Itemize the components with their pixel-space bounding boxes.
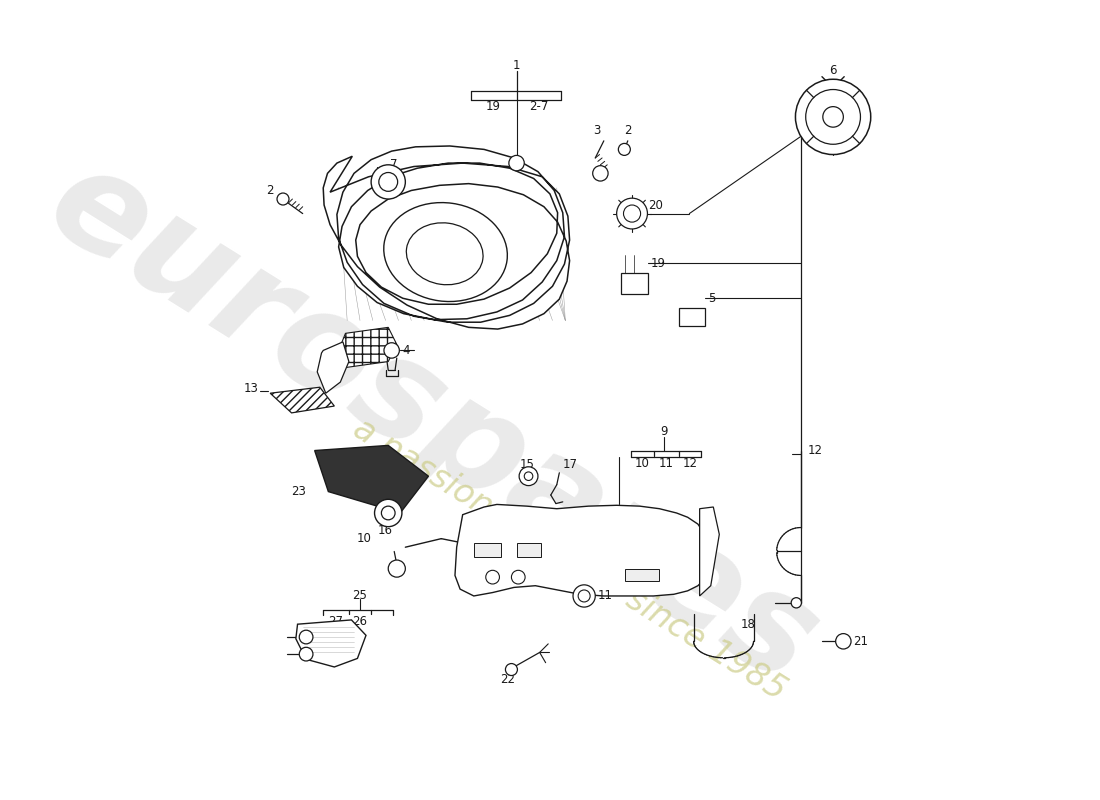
Polygon shape <box>323 146 570 329</box>
Circle shape <box>509 155 525 170</box>
Circle shape <box>618 143 630 155</box>
Circle shape <box>277 193 289 205</box>
Text: eurospares: eurospares <box>24 134 840 713</box>
Circle shape <box>823 106 844 127</box>
Text: 11: 11 <box>659 457 674 470</box>
Bar <box>620 274 648 294</box>
Text: 11: 11 <box>597 590 613 602</box>
Polygon shape <box>296 620 366 667</box>
Text: 18: 18 <box>740 618 756 630</box>
Text: 22: 22 <box>500 674 516 686</box>
Circle shape <box>836 634 851 649</box>
Circle shape <box>624 205 640 222</box>
Circle shape <box>299 647 314 661</box>
Bar <box>517 543 540 557</box>
Text: 12: 12 <box>683 457 697 470</box>
Text: 10: 10 <box>356 532 371 545</box>
Circle shape <box>805 90 860 144</box>
Circle shape <box>374 499 401 526</box>
Polygon shape <box>317 342 349 394</box>
Circle shape <box>486 570 499 584</box>
Text: 12: 12 <box>807 444 823 457</box>
Text: 9: 9 <box>660 426 668 438</box>
Circle shape <box>505 663 517 675</box>
Text: 3: 3 <box>593 124 601 137</box>
Text: 15: 15 <box>519 458 535 470</box>
Text: 2-7: 2-7 <box>529 100 549 113</box>
Circle shape <box>795 79 871 154</box>
Text: 10: 10 <box>635 457 650 470</box>
Text: a passion for parts since 1985: a passion for parts since 1985 <box>348 413 792 708</box>
Text: 17: 17 <box>563 458 578 470</box>
Circle shape <box>299 630 314 644</box>
Circle shape <box>384 342 399 358</box>
Text: 13: 13 <box>243 382 258 395</box>
Circle shape <box>388 560 405 577</box>
Bar <box>625 569 659 581</box>
Text: 2: 2 <box>266 184 274 197</box>
Circle shape <box>791 598 802 608</box>
Text: 23: 23 <box>292 485 306 498</box>
Circle shape <box>617 198 648 229</box>
Circle shape <box>371 165 405 199</box>
Text: 16: 16 <box>378 523 393 537</box>
Circle shape <box>382 506 395 520</box>
Text: 7: 7 <box>390 158 398 171</box>
Polygon shape <box>700 507 719 596</box>
Circle shape <box>378 173 397 191</box>
Text: 1: 1 <box>513 59 520 72</box>
Bar <box>679 308 705 326</box>
Text: 4: 4 <box>403 344 410 357</box>
Polygon shape <box>315 446 428 513</box>
Bar <box>474 543 502 557</box>
Text: 26: 26 <box>352 615 367 628</box>
Text: 19: 19 <box>651 257 666 270</box>
Circle shape <box>579 590 590 602</box>
Polygon shape <box>271 387 334 413</box>
Text: 27: 27 <box>329 615 343 628</box>
Text: 19: 19 <box>486 100 500 113</box>
Circle shape <box>519 466 538 486</box>
Text: 20: 20 <box>648 198 663 211</box>
Text: 25: 25 <box>353 590 367 602</box>
Text: 5: 5 <box>708 292 716 305</box>
Circle shape <box>512 570 525 584</box>
Text: 2: 2 <box>624 124 631 137</box>
Circle shape <box>593 166 608 181</box>
Ellipse shape <box>384 202 507 302</box>
Text: 21: 21 <box>854 635 869 648</box>
Polygon shape <box>455 505 705 596</box>
Polygon shape <box>339 327 397 367</box>
Text: 6: 6 <box>829 64 837 77</box>
Circle shape <box>525 472 532 481</box>
Circle shape <box>573 585 595 607</box>
